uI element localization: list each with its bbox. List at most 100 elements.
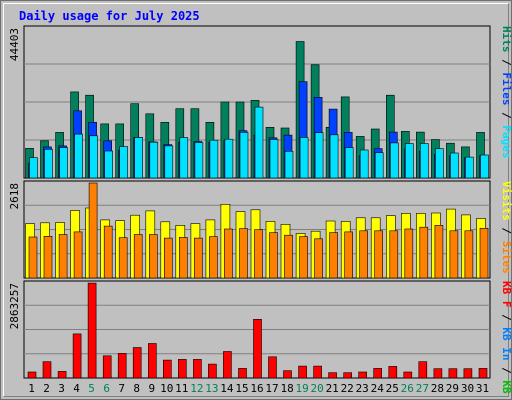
bar-pages-day-26 xyxy=(404,143,414,179)
bar-kb-f-day-6 xyxy=(102,355,112,379)
x-tick-label: 29 xyxy=(446,382,459,395)
x-tick-label: 12 xyxy=(190,382,203,395)
x-tick-label: 28 xyxy=(431,382,444,395)
x-tick-label: 6 xyxy=(103,382,110,395)
bar-pages-day-3 xyxy=(59,147,68,179)
bar-pages-day-2 xyxy=(44,149,53,179)
chart-panels xyxy=(23,25,491,379)
bar-pages-day-29 xyxy=(450,152,459,179)
bar-kb-f-day-20 xyxy=(313,365,322,379)
bar-kb-f-day-5 xyxy=(87,282,97,379)
x-tick-label: 15 xyxy=(235,382,248,395)
bar-sites-day-10 xyxy=(164,237,173,279)
bar-pages-day-27 xyxy=(419,143,429,179)
bar-kb-f-day-4 xyxy=(72,333,82,379)
x-tick-label: 16 xyxy=(250,382,263,395)
bar-sites-day-1 xyxy=(28,236,38,279)
bar-sites-day-23 xyxy=(359,230,369,279)
legend-entry: Files xyxy=(500,72,512,105)
bar-pages-day-13 xyxy=(209,139,219,179)
x-tick-label: 24 xyxy=(371,382,385,395)
bar-sites-day-25 xyxy=(389,230,399,279)
bar-sites-day-5 xyxy=(88,182,98,279)
bar-pages-day-7 xyxy=(119,146,128,179)
bar-kb-f-day-28 xyxy=(433,368,443,379)
legend-entry: / xyxy=(500,361,512,381)
x-tick-label: 2 xyxy=(43,382,50,395)
bar-pages-day-6 xyxy=(104,150,113,179)
legend-entry: KB Out xyxy=(500,380,512,400)
bar-sites-day-17 xyxy=(269,232,278,279)
bar-sites-day-26 xyxy=(404,228,414,279)
x-tick-label: 23 xyxy=(356,382,369,395)
bar-sites-day-11 xyxy=(179,237,188,279)
bar-sites-day-22 xyxy=(344,231,354,279)
bar-pages-day-24 xyxy=(374,152,384,179)
bar-kb-f-day-31 xyxy=(478,368,488,379)
bar-sites-day-13 xyxy=(209,236,218,279)
bar-kb-f-day-29 xyxy=(448,368,458,379)
bar-kb-f-day-17 xyxy=(268,356,277,379)
bar-sites-day-9 xyxy=(149,234,158,279)
bar-pages-day-21 xyxy=(329,134,339,179)
bar-kb-f-day-16 xyxy=(253,318,262,379)
bar-pages-day-17 xyxy=(269,139,279,179)
legend-entry: / xyxy=(500,106,512,126)
legend-entry: / xyxy=(500,53,512,73)
bar-sites-day-7 xyxy=(118,237,128,279)
bar-sites-day-18 xyxy=(284,234,293,279)
bar-sites-day-27 xyxy=(419,226,429,279)
x-axis-day-labels: 1 2 3 4 5 6 7 8 9 10 11 12 13 14 15 16 17 18 19 20 21 22 23 24 2… xyxy=(28,382,489,395)
bar-pages-day-28 xyxy=(435,148,444,179)
legend-entry: KB F xyxy=(500,281,512,308)
bar-sites-day-6 xyxy=(103,225,113,279)
bar-kb-f-day-19 xyxy=(298,365,307,379)
bar-sites-day-29 xyxy=(449,230,459,279)
bar-pages-day-5 xyxy=(89,135,98,179)
bar-pages-day-20 xyxy=(314,132,324,179)
y-max-label-hits: 44403 xyxy=(8,28,21,61)
x-tick-label: 13 xyxy=(205,382,218,395)
bar-kb-f-day-9 xyxy=(148,343,157,379)
bar-sites-day-15 xyxy=(239,228,248,279)
bar-pages-day-22 xyxy=(344,147,354,179)
x-tick-label: 27 xyxy=(416,382,429,395)
bar-pages-day-15 xyxy=(239,132,249,179)
legend-entry: Visits xyxy=(500,181,512,221)
bar-sites-day-30 xyxy=(464,230,474,279)
x-tick-label: 19 xyxy=(295,382,308,395)
bar-sites-day-21 xyxy=(329,232,338,279)
x-tick-label: 26 xyxy=(401,382,414,395)
legend-entry: Pages xyxy=(500,125,512,158)
x-tick-label: 7 xyxy=(118,382,125,395)
bar-kb-f-day-22 xyxy=(343,372,353,379)
bar-sites-day-16 xyxy=(254,229,263,279)
legend-kbytes: KB F / KB In / KB Out xyxy=(500,281,512,400)
x-tick-label: 21 xyxy=(326,382,339,395)
bar-kb-f-day-25 xyxy=(388,366,398,379)
bar-kb-f-day-21 xyxy=(328,372,337,379)
chart-frame-bevel xyxy=(3,3,509,397)
bar-pages-day-10 xyxy=(164,145,174,179)
x-tick-label: 30 xyxy=(461,382,474,395)
x-tick-label: 10 xyxy=(160,382,173,395)
bar-kb-f-day-11 xyxy=(178,359,187,379)
legend-entry: / xyxy=(500,221,512,241)
bar-pages-day-11 xyxy=(179,137,189,179)
legend-entry: / xyxy=(500,308,512,328)
legend-entry: Hits xyxy=(500,26,512,53)
bar-pages-day-16 xyxy=(254,106,264,179)
x-tick-label: 8 xyxy=(133,382,140,395)
bar-sites-day-31 xyxy=(479,228,489,279)
bar-sites-day-4 xyxy=(73,231,83,279)
legend-entry: KB In xyxy=(500,327,512,360)
x-tick-label: 11 xyxy=(175,382,188,395)
x-tick-label: 4 xyxy=(73,382,80,395)
bar-pages-day-1 xyxy=(29,157,38,179)
bar-kb-f-day-14 xyxy=(223,351,232,379)
bar-pages-day-31 xyxy=(480,154,489,179)
bar-pages-day-30 xyxy=(465,156,474,179)
bar-pages-day-9 xyxy=(149,141,159,179)
x-tick-label: 18 xyxy=(280,382,293,395)
